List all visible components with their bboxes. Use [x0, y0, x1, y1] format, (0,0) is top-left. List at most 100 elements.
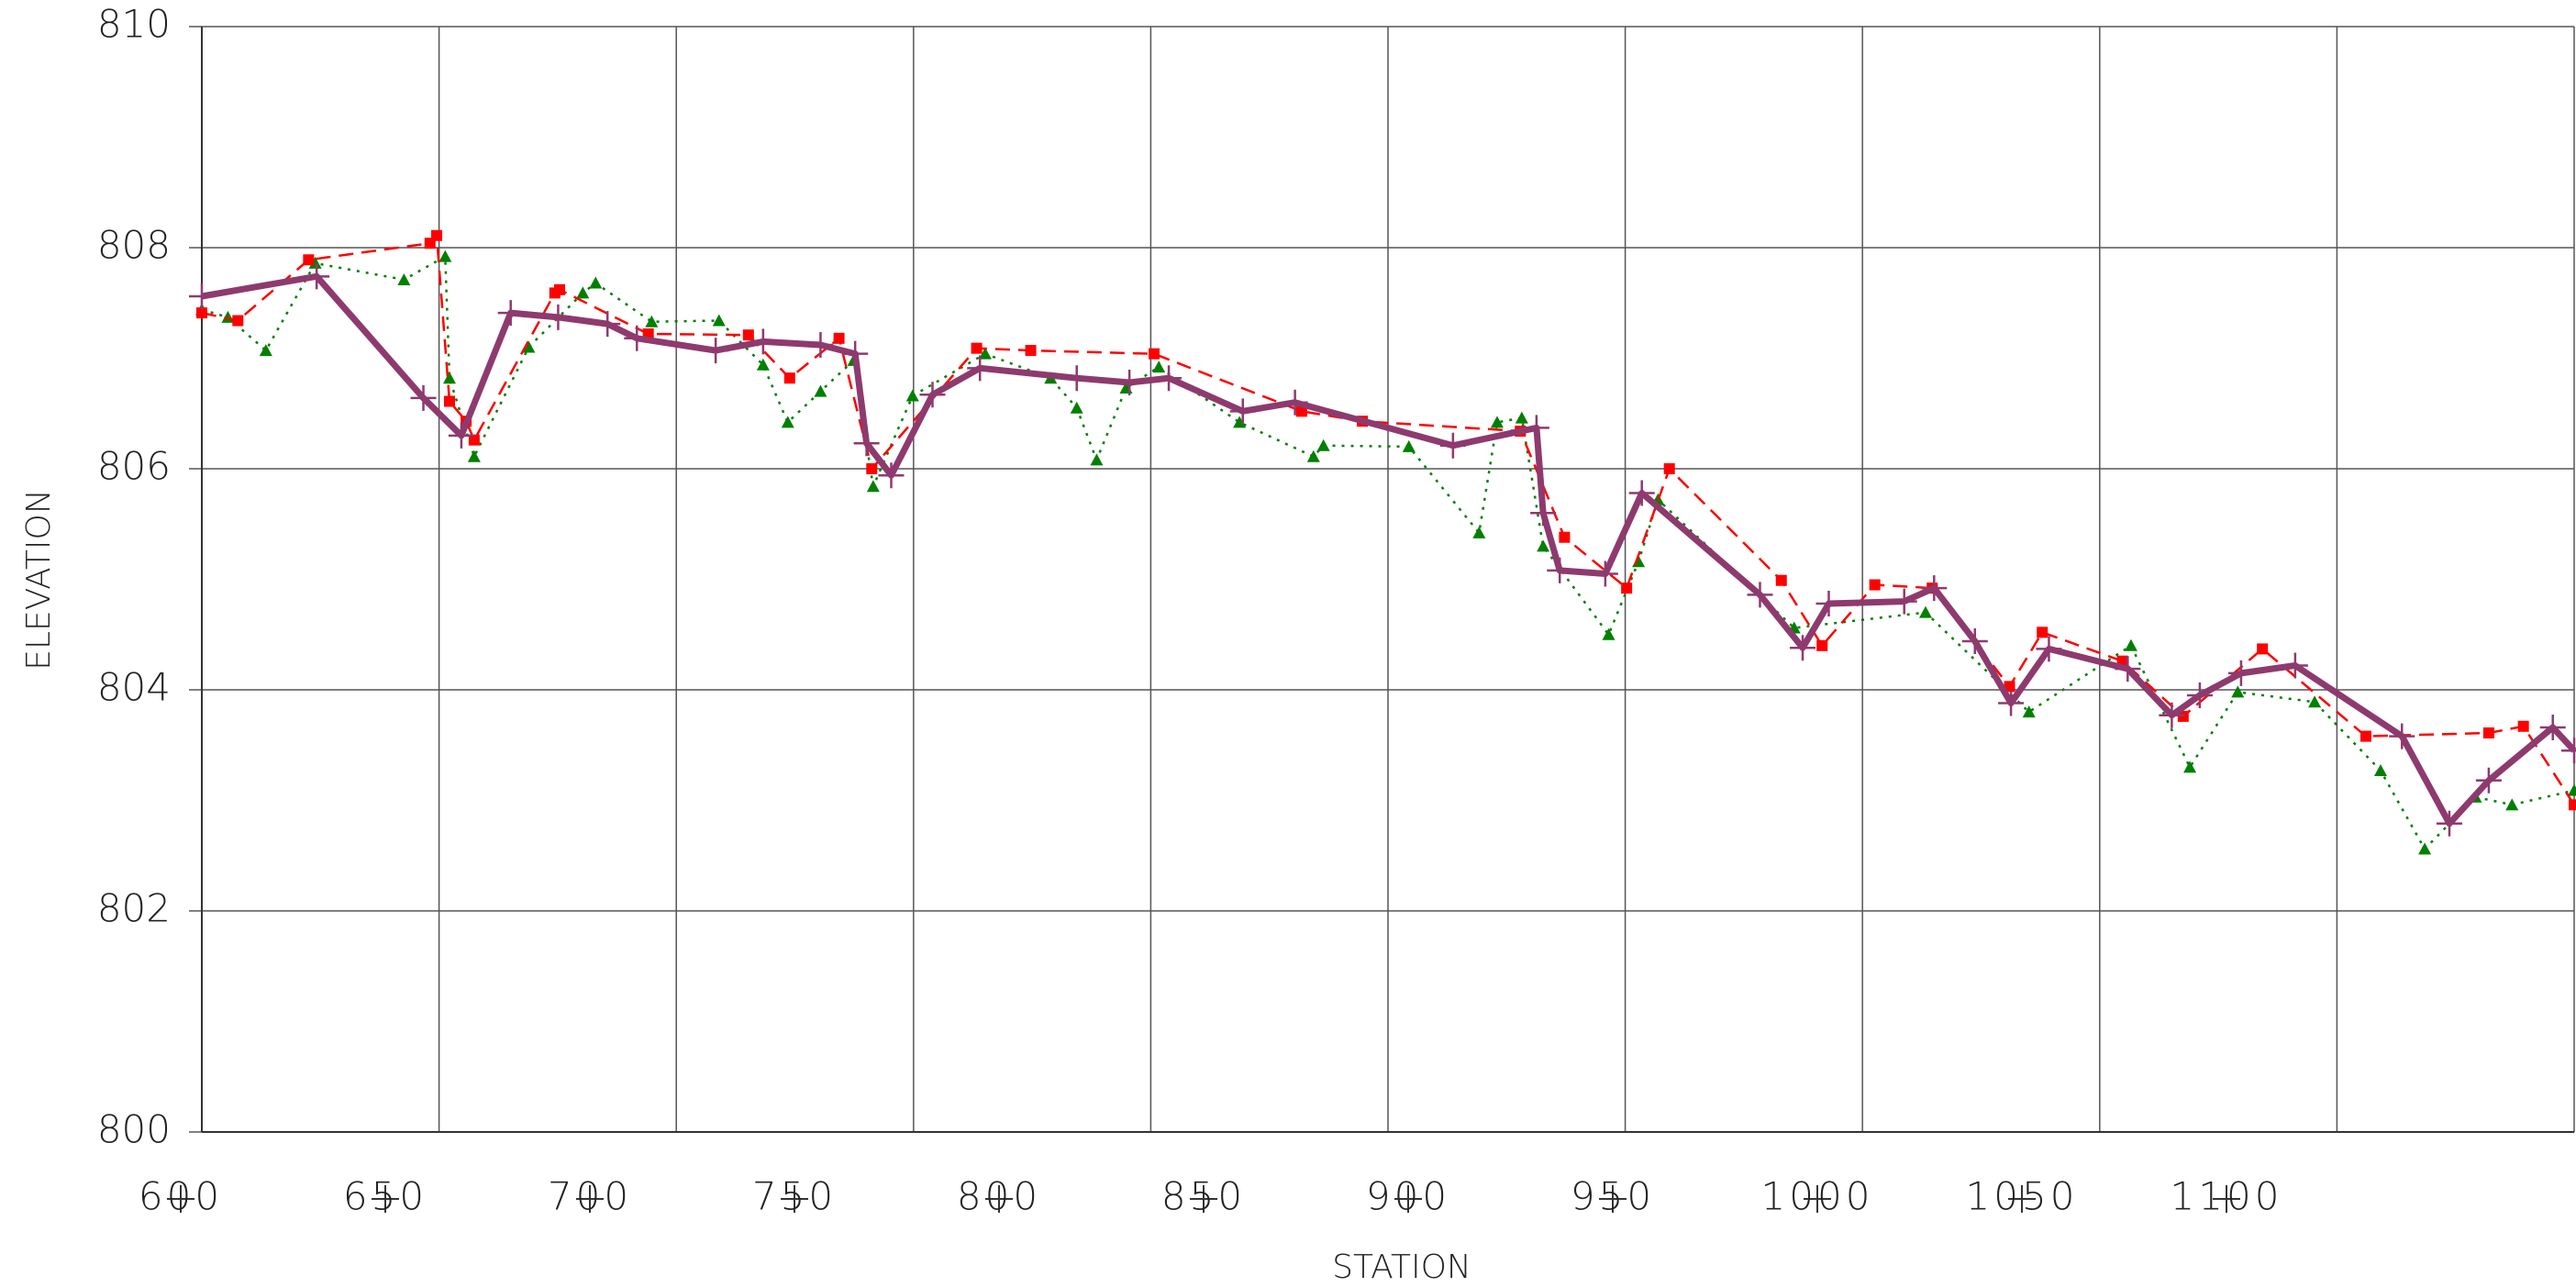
point-marker: [971, 342, 983, 354]
point-marker: [1306, 449, 1320, 462]
point-marker: [2373, 763, 2387, 776]
point-marker: [497, 300, 524, 327]
point-marker: [1402, 439, 1416, 452]
point-marker: [866, 463, 878, 474]
point-marker: [749, 328, 776, 355]
point-marker: [1530, 500, 1557, 527]
point-marker: [1891, 588, 1917, 615]
point-marker: [189, 283, 215, 310]
point-marker: [468, 434, 480, 446]
point-marker: [2389, 723, 2415, 749]
x-tick-label: 1000: [1761, 1174, 1874, 1219]
point-marker: [2308, 695, 2322, 708]
point-marker: [878, 462, 905, 489]
point-marker: [1229, 398, 1256, 425]
point-marker: [442, 372, 456, 384]
point-marker: [232, 315, 244, 327]
point-marker: [853, 430, 880, 457]
point-marker: [431, 229, 443, 241]
point-marker: [2037, 627, 2049, 638]
point-marker: [1152, 361, 1166, 373]
point-marker: [1439, 432, 1466, 459]
point-marker: [2115, 656, 2141, 682]
point-marker: [756, 358, 770, 371]
x-tick-label: 650: [343, 1174, 427, 1219]
point-marker: [624, 325, 650, 351]
point-marker: [781, 416, 794, 428]
x-tick-label: 750: [752, 1174, 837, 1219]
point-marker: [2022, 705, 2036, 718]
point-marker: [1116, 370, 1143, 396]
point-marker: [1918, 605, 1932, 618]
point-marker: [259, 344, 272, 357]
point-marker: [2036, 636, 2062, 662]
point-marker: [2569, 799, 2576, 811]
point-marker: [2231, 685, 2245, 698]
point-marker: [2418, 842, 2432, 855]
point-marker: [1537, 539, 1550, 552]
point-marker: [1998, 690, 2025, 716]
point-marker: [2539, 714, 2566, 740]
point-marker: [196, 307, 207, 319]
point-marker: [1233, 416, 1247, 428]
point-marker: [1523, 415, 1549, 441]
point-marker: [304, 263, 330, 290]
y-tick-label: 802: [97, 886, 171, 931]
point-marker: [1547, 557, 1573, 583]
point-marker: [2561, 738, 2576, 764]
point-marker: [1921, 575, 1948, 602]
point-marker: [1490, 416, 1504, 428]
point-marker: [2505, 798, 2519, 811]
point-marker: [712, 314, 726, 327]
point-marker: [1790, 635, 1816, 661]
y-tick-label: 808: [97, 223, 171, 268]
point-marker: [742, 329, 754, 341]
point-marker: [967, 355, 994, 382]
point-marker: [919, 382, 946, 408]
y-tick-label: 806: [97, 444, 171, 489]
point-marker: [1602, 627, 1616, 640]
point-marker: [2159, 702, 2185, 728]
point-marker: [2359, 730, 2371, 742]
point-marker: [1070, 401, 1083, 414]
point-marker: [589, 276, 603, 289]
point-marker: [807, 332, 834, 359]
point-marker: [1869, 579, 1881, 591]
point-marker: [443, 395, 455, 407]
point-marker: [833, 332, 845, 344]
point-marker: [410, 384, 437, 411]
x-tick-label: 1050: [1966, 1174, 2079, 1219]
point-marker: [1316, 438, 1330, 451]
point-marker: [703, 338, 729, 364]
point-marker: [1090, 453, 1104, 466]
point-marker: [545, 304, 572, 330]
point-marker: [905, 389, 919, 402]
point-marker: [866, 480, 880, 493]
x-tick-label: 600: [139, 1174, 223, 1219]
point-marker: [594, 311, 621, 338]
y-tick-label: 810: [97, 2, 171, 47]
point-marker: [303, 254, 315, 266]
point-marker: [1063, 365, 1090, 392]
point-marker: [1775, 574, 1787, 586]
point-marker: [1816, 639, 1828, 651]
point-marker: [308, 256, 322, 269]
point-marker: [1592, 560, 1618, 587]
point-marker: [1961, 627, 1988, 654]
point-marker: [1515, 411, 1528, 424]
point-marker: [467, 449, 481, 462]
point-marker: [2004, 681, 2015, 693]
point-marker: [1472, 526, 1486, 538]
point-marker: [1025, 345, 1037, 357]
point-marker: [1282, 389, 1308, 416]
y-tick-label: 804: [97, 665, 171, 710]
point-marker: [2482, 727, 2494, 738]
y-tick-label: 800: [97, 1107, 171, 1152]
point-marker: [1149, 348, 1160, 360]
point-marker: [645, 315, 659, 327]
point-marker: [814, 384, 827, 397]
point-marker: [1295, 405, 1307, 417]
point-marker: [1815, 591, 1842, 617]
point-marker: [448, 422, 474, 449]
